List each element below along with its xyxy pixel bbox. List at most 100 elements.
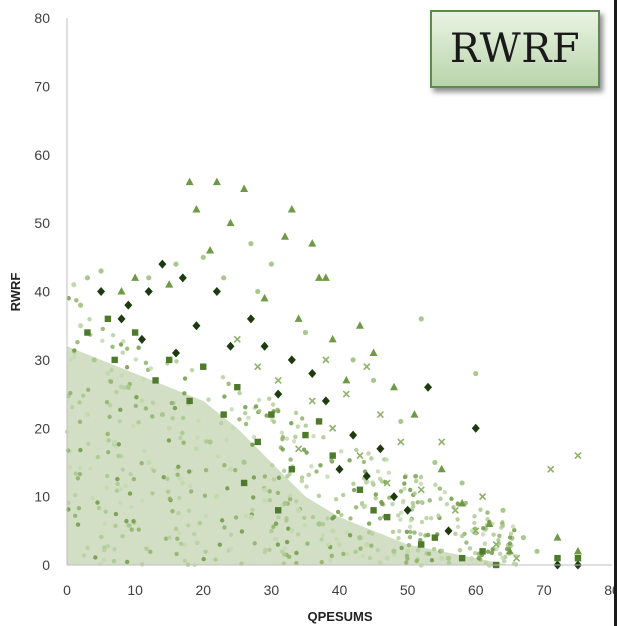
data-point-circle bbox=[398, 418, 404, 425]
cloud-point bbox=[397, 528, 402, 534]
data-point-triangle bbox=[573, 546, 582, 555]
x-tick-label: 20 bbox=[195, 582, 211, 598]
cloud-point bbox=[106, 438, 111, 443]
cloud-point bbox=[396, 535, 401, 541]
data-point-circle bbox=[241, 459, 247, 466]
cloud-point bbox=[188, 489, 194, 494]
data-point-circle bbox=[520, 535, 527, 541]
cloud-point bbox=[399, 545, 404, 551]
cloud-point bbox=[276, 515, 281, 520]
data-point-circle bbox=[84, 275, 91, 281]
cloud-point bbox=[139, 562, 145, 567]
cloud-point bbox=[280, 437, 285, 442]
cloud-point bbox=[143, 360, 149, 366]
cloud-point bbox=[459, 533, 465, 539]
cloud-point bbox=[367, 555, 373, 561]
cloud-point bbox=[203, 514, 209, 519]
cloud-point bbox=[180, 415, 186, 421]
cloud-point bbox=[174, 551, 179, 557]
data-point-triangle bbox=[294, 314, 303, 322]
cloud-point bbox=[213, 557, 218, 562]
cloud-point bbox=[408, 487, 413, 493]
cloud-point bbox=[304, 484, 309, 489]
cloud-point bbox=[407, 524, 413, 530]
data-point-triangle bbox=[485, 519, 494, 527]
cloud-point bbox=[123, 483, 128, 489]
data-point-triangle bbox=[458, 498, 467, 507]
cloud-point bbox=[353, 549, 358, 555]
data-point-diamond bbox=[144, 287, 153, 296]
cloud-point bbox=[218, 420, 224, 426]
cloud-point bbox=[361, 459, 367, 465]
data-point-circle bbox=[330, 528, 336, 534]
cloud-point bbox=[442, 490, 448, 495]
cloud-point bbox=[485, 549, 491, 554]
cloud-point bbox=[180, 430, 185, 436]
data-point-square bbox=[315, 418, 323, 425]
data-point-circle bbox=[473, 370, 479, 377]
cloud-point bbox=[107, 402, 113, 408]
cloud-point bbox=[103, 521, 108, 526]
cloud-point bbox=[124, 346, 130, 351]
cloud-point bbox=[415, 500, 420, 505]
data-point-cross bbox=[478, 493, 487, 501]
data-point-square bbox=[479, 548, 486, 555]
data-point-cross bbox=[308, 397, 316, 405]
data-point-triangle bbox=[117, 287, 126, 295]
cloud-point bbox=[319, 559, 324, 565]
cloud-point bbox=[251, 475, 257, 480]
cloud-point bbox=[191, 531, 197, 537]
cloud-point bbox=[288, 496, 293, 502]
cloud-point bbox=[507, 535, 513, 540]
cloud-point bbox=[114, 488, 120, 493]
cloud-point bbox=[437, 486, 443, 491]
data-point-square bbox=[329, 452, 336, 459]
cloud-point bbox=[100, 338, 105, 344]
data-point-triangle bbox=[212, 177, 221, 186]
cloud-point bbox=[237, 417, 242, 422]
cloud-point bbox=[178, 435, 183, 441]
data-point-circle bbox=[364, 541, 370, 548]
cloud-point bbox=[347, 532, 353, 538]
cloud-point bbox=[202, 493, 208, 498]
cloud-point bbox=[115, 481, 120, 487]
cloud-point bbox=[347, 458, 352, 463]
cloud-point bbox=[150, 491, 155, 496]
data-point-square bbox=[431, 534, 439, 541]
data-point-circle bbox=[214, 494, 220, 500]
cloud-point bbox=[457, 547, 463, 553]
cloud-point bbox=[271, 524, 276, 530]
data-point-circle bbox=[125, 384, 131, 390]
data-point-square bbox=[458, 554, 466, 562]
cloud-point bbox=[140, 498, 145, 503]
data-point-circle bbox=[166, 425, 172, 431]
cloud-point bbox=[436, 513, 441, 518]
data-point-square bbox=[302, 431, 309, 439]
cloud-point bbox=[252, 541, 257, 546]
data-point-circle bbox=[282, 500, 288, 507]
cloud-point bbox=[111, 558, 117, 564]
cloud-point bbox=[120, 467, 125, 472]
dense-region bbox=[67, 346, 510, 565]
y-tick-label: 0 bbox=[42, 557, 50, 573]
cloud-point bbox=[116, 453, 121, 459]
cloud-point bbox=[81, 553, 87, 558]
cloud-point bbox=[286, 526, 291, 531]
cloud-point bbox=[500, 555, 505, 560]
cloud-point bbox=[105, 431, 110, 437]
data-point-diamond bbox=[471, 423, 480, 433]
cloud-point bbox=[294, 499, 299, 504]
data-point-cross bbox=[472, 527, 480, 535]
cloud-point bbox=[222, 525, 227, 530]
axes bbox=[66, 18, 612, 566]
data-point-circle bbox=[71, 282, 77, 288]
cloud-point bbox=[507, 541, 513, 546]
cloud-point bbox=[77, 400, 82, 405]
cloud-point bbox=[120, 350, 125, 355]
data-point-circle bbox=[384, 555, 390, 561]
cloud-point bbox=[262, 498, 267, 503]
cloud-point bbox=[250, 442, 255, 447]
data-point-diamond bbox=[444, 526, 453, 536]
cloud-point bbox=[299, 478, 305, 484]
data-point-circle bbox=[500, 507, 506, 513]
